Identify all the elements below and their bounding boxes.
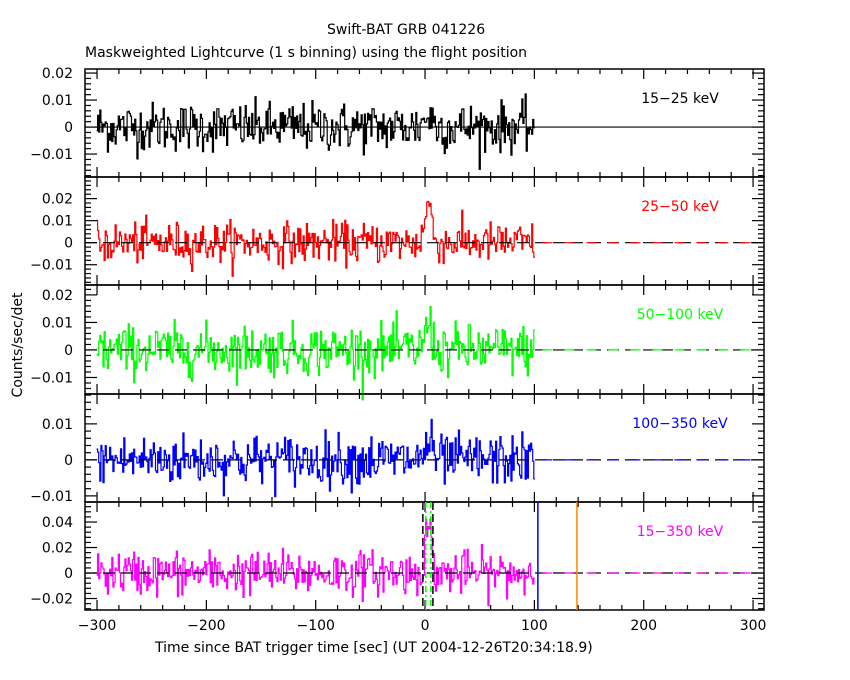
y-tick-label: −0.01 <box>30 147 73 163</box>
y-tick-label: −0.01 <box>30 489 73 505</box>
y-tick-label: 0.01 <box>42 417 73 433</box>
panel-0: −0.01 0 0.01 0.02 15−25 keV <box>30 66 765 178</box>
panel-3: −0.01 0 0.01 100−350 keV <box>30 393 765 505</box>
x-tick-label: −300 <box>78 618 116 634</box>
band-label: 100−350 keV <box>632 416 728 432</box>
y-tick-label: −0.01 <box>30 370 73 386</box>
x-tick-label: −100 <box>296 618 334 634</box>
y-tick-label: 0 <box>64 236 73 252</box>
band-label: 25−50 keV <box>641 199 719 215</box>
y-tick-label: 0.01 <box>42 315 73 331</box>
y-tick-label: 0.02 <box>42 192 73 208</box>
panel-4: −0.02 0 0.02 0.04 15−350 keV <box>30 501 765 611</box>
panel-frame <box>84 176 765 286</box>
band-label: 15−350 keV <box>637 524 724 540</box>
x-tick-label: 300 <box>740 618 767 634</box>
y-tick-label: 0.02 <box>42 541 73 557</box>
x-tick-label: −200 <box>187 618 225 634</box>
y-tick-label: −0.02 <box>30 592 73 608</box>
lightcurve-trace <box>96 93 535 170</box>
y-tick-label: −0.01 <box>30 258 73 274</box>
panel-1: −0.01 0 0.01 0.02 25−50 keV <box>30 176 765 286</box>
y-tick-label: 0.02 <box>42 288 73 304</box>
chart-title: Swift-BAT GRB 041226 <box>327 22 486 38</box>
band-label: 50−100 keV <box>637 307 724 323</box>
lightcurve-trace <box>96 518 535 607</box>
y-tick-label: 0.01 <box>42 214 73 230</box>
lightcurve-trace <box>96 305 535 401</box>
lightcurve-trace <box>96 200 535 277</box>
chart-subtitle: Maskweighted Lightcurve (1 s binning) us… <box>85 45 528 61</box>
x-tick-label: 100 <box>521 618 548 634</box>
y-axis-label: Counts/sec/det <box>10 292 26 397</box>
x-axis-label: Time since BAT trigger time [sec] (UT 20… <box>155 640 593 656</box>
x-tick-label: 0 <box>421 618 430 634</box>
x-tick-label: 200 <box>630 618 657 634</box>
lightcurve-trace <box>96 418 535 498</box>
y-tick-label: 0 <box>64 120 73 136</box>
y-tick-label: 0 <box>64 343 73 359</box>
y-tick-label: 0.04 <box>42 515 73 531</box>
y-tick-label: 0.02 <box>42 66 73 82</box>
panel-2: −0.01 0 0.01 0.02 50−100 keV <box>30 284 765 401</box>
y-tick-label: 0 <box>64 453 73 469</box>
panel-frame <box>84 68 765 178</box>
band-label: 15−25 keV <box>641 91 719 107</box>
y-tick-label: 0 <box>64 566 73 582</box>
y-tick-label: 0.01 <box>42 93 73 109</box>
